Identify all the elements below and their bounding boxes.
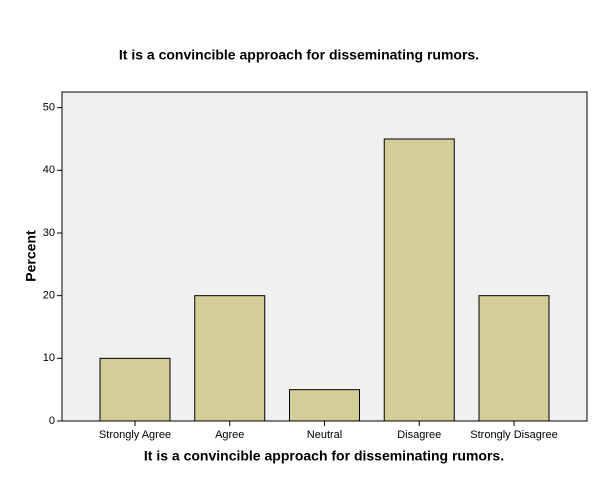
x-tick-label: Neutral — [307, 429, 342, 441]
x-axis-label: It is a convincible approach for dissemi… — [144, 448, 504, 464]
bar — [383, 138, 455, 422]
x-tick-label: Disagree — [397, 429, 441, 441]
x-tick-label: Agree — [215, 429, 244, 441]
x-tick-label: Strongly Disagree — [470, 429, 557, 441]
bar — [99, 357, 171, 422]
y-tick-label: 30 — [43, 227, 55, 239]
y-tick-label: 20 — [43, 290, 55, 302]
bar — [478, 295, 550, 422]
y-tick-label: 50 — [43, 102, 55, 114]
bar — [289, 389, 360, 422]
y-tick-label: 40 — [43, 164, 55, 176]
x-tick-label: Strongly Agree — [99, 429, 171, 441]
y-axis-label: Percent — [23, 230, 39, 282]
chart-title: It is a convincible approach for dissemi… — [119, 47, 479, 63]
y-tick-label: 0 — [49, 415, 55, 427]
y-tick-label: 10 — [43, 352, 55, 364]
bar — [194, 295, 266, 422]
